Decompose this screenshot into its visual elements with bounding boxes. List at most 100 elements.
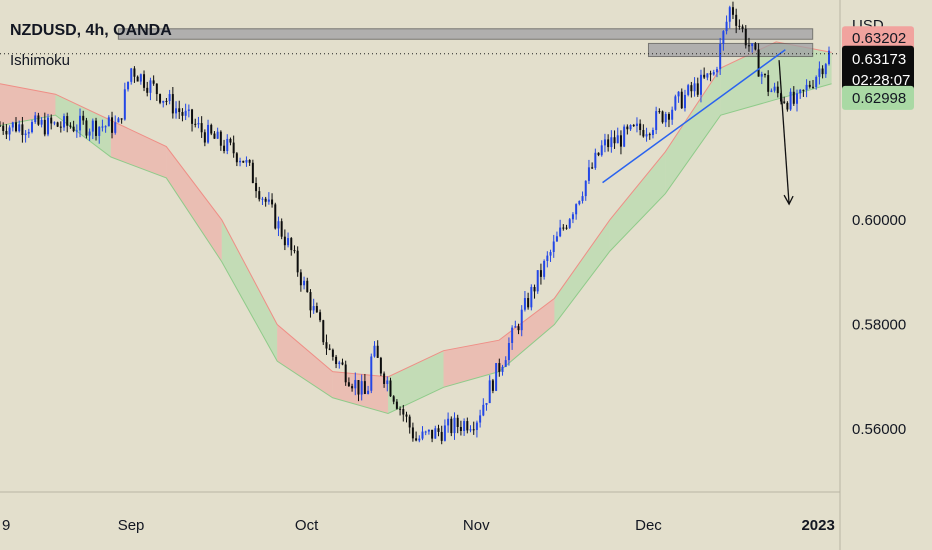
candle-body [466,421,469,431]
candle-body [738,25,741,27]
candle-body [149,80,152,93]
candle-body [415,438,418,441]
candle-body [264,198,267,202]
candle-body [399,408,402,410]
candle-body [552,241,555,253]
candle-body [591,167,594,169]
candle-body [325,342,328,349]
candle-body [645,134,648,137]
candle-body [453,417,456,434]
candle-body [488,380,491,404]
candle-body [495,363,498,391]
time-tick-label: Sep [118,517,145,534]
candle-body [610,137,613,148]
candle-body [194,123,197,125]
candle-body [111,117,114,133]
candle-body [341,362,344,365]
candle-body [709,73,712,75]
candle-body [15,122,18,132]
candle-body [123,89,126,120]
projection-arrow-head [783,194,794,206]
candle-body [687,85,690,95]
candle-body [664,113,667,123]
kumo-cloud-segment [388,350,444,414]
candle-body [402,409,405,415]
candle-body [821,68,824,75]
candle-body [792,91,795,104]
candle-body [543,260,546,277]
time-tick-label: 9 [2,517,10,534]
kumo-cloud-segment [498,298,555,372]
candle-body [56,122,59,127]
candle-body [69,125,72,127]
indicator-label[interactable]: Ishimoku [10,52,71,69]
candle-body [139,74,142,82]
candle-body [661,111,664,123]
candle-body [555,236,558,242]
candle-body [34,115,37,123]
candle-body [575,204,578,215]
candle-body [351,386,354,389]
kumo-cloud-segment [720,41,777,116]
candle-body [824,64,827,75]
candle-body [648,134,651,136]
kumo-cloud-segment [609,151,666,252]
kumo-cloud-segment [55,94,111,158]
price-tick-label: 0.58000 [852,317,906,334]
candle-body [357,380,360,395]
candle-body [405,414,408,417]
candle-body [722,31,725,45]
candle-body [232,142,235,154]
candle-body [277,221,280,229]
candle-body [770,90,773,92]
candle-body [629,125,632,130]
candle-body [146,87,149,93]
candle-body [322,320,325,343]
candle-body [639,123,642,131]
candle-body [517,326,520,331]
candle-body [725,21,728,32]
candle-body [523,298,526,310]
candle-body [367,390,370,394]
candle-body [82,115,85,121]
candle-body [21,124,24,136]
candle-body [187,109,190,111]
candle-body [271,199,274,205]
candle-body [386,380,389,384]
candle-body [2,125,5,131]
time-tick-label: Dec [635,517,662,534]
candle-body [5,130,8,135]
candle-body [703,74,706,78]
candle-body [779,93,782,102]
candle-body [642,130,645,137]
candle-body [693,83,696,92]
candle-body [159,94,162,103]
candle-body [469,429,472,431]
candle-body [549,252,552,256]
candle-body [360,381,363,395]
candle-body [507,342,510,361]
cloud-upper-label: 0.63202 [852,30,906,47]
candle-body [805,84,808,90]
candle-body [571,214,574,220]
candle-body [40,119,43,125]
candle-body [511,327,514,343]
candle-body [200,123,203,133]
candle-body [152,80,155,84]
candle-body [95,120,98,136]
candle-body [431,429,434,439]
candle-body [309,292,312,311]
candle-body [11,122,14,128]
candle-body [117,118,120,123]
candle-body [408,416,411,428]
projection-arrow-shaft [778,60,790,205]
candle-body [619,135,622,147]
candle-body [376,345,379,358]
candle-body [43,119,46,135]
candle-body [578,200,581,205]
candle-body [719,44,722,70]
candle-body [411,427,414,439]
candle-body [53,122,56,124]
symbol-title[interactable]: NZDUSD, 4h, OANDA [10,22,172,39]
